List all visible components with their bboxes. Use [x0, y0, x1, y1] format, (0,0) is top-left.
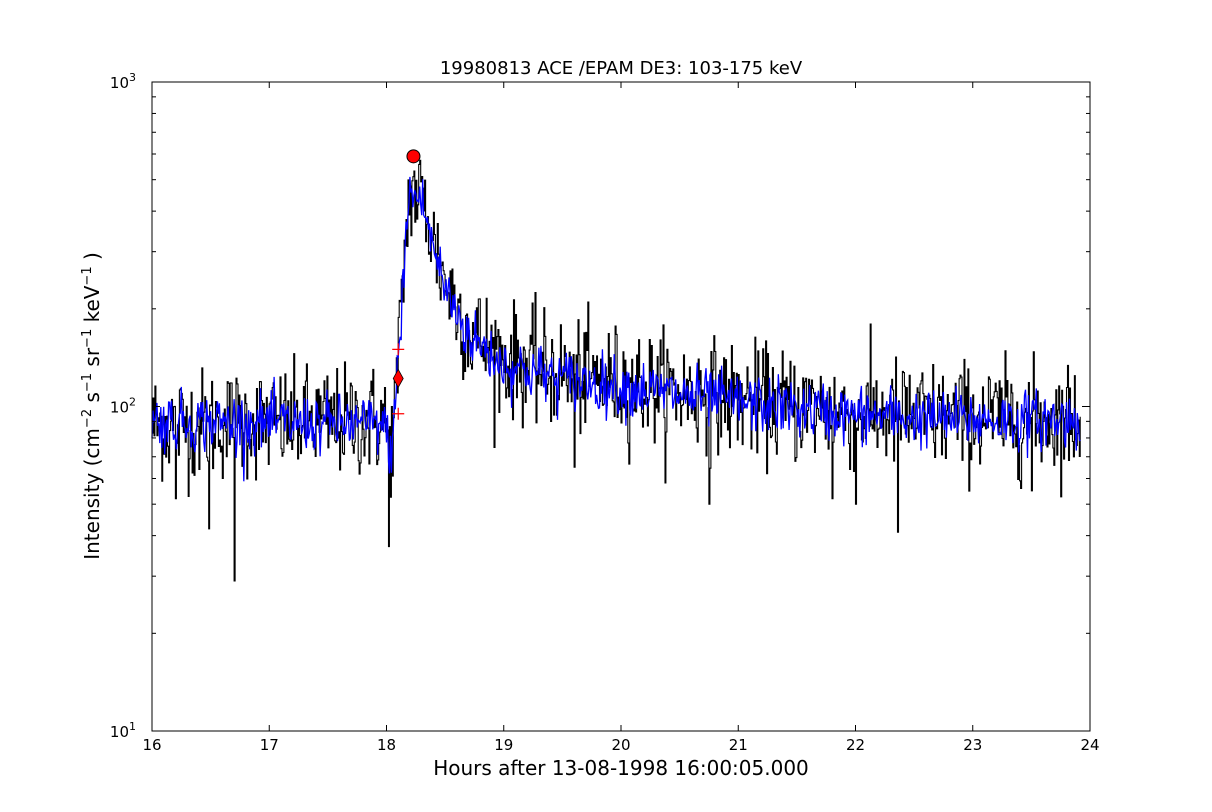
- marker-circle: [406, 149, 421, 164]
- x-tick-label: 21: [729, 736, 748, 754]
- tick-layer: 16 17 18 19 20 21 22 23 24 101 102 103: [110, 71, 1100, 754]
- x-tick-label: 24: [1080, 736, 1099, 754]
- x-tick-label: 18: [377, 736, 396, 754]
- marker-plus: [392, 343, 405, 356]
- x-axis-label: Hours after 13-08-1998 16:00:05.000: [433, 756, 809, 780]
- marker-layer: [392, 149, 421, 420]
- x-tick-label: 22: [846, 736, 865, 754]
- marker-diamond: [392, 368, 404, 389]
- marker-plus: [392, 407, 405, 420]
- x-tick-label: 16: [142, 736, 161, 754]
- y-axis-label: Intensity (cm−2 s−1 sr−1 keV−1 ): [80, 252, 104, 560]
- x-tick-label: 20: [611, 736, 630, 754]
- x-tick-label: 19: [494, 736, 513, 754]
- y-tick-label: 101: [110, 720, 136, 741]
- x-tick-label: 23: [963, 736, 982, 754]
- y-tick-label: 103: [110, 71, 136, 92]
- series-line-2: [151, 176, 1081, 482]
- y-tick-label: 102: [110, 396, 136, 417]
- x-tick-label: 17: [260, 736, 279, 754]
- chart-title: 19980813 ACE /EPAM DE3: 103-175 keV: [440, 58, 803, 79]
- series-layer: [151, 159, 1081, 582]
